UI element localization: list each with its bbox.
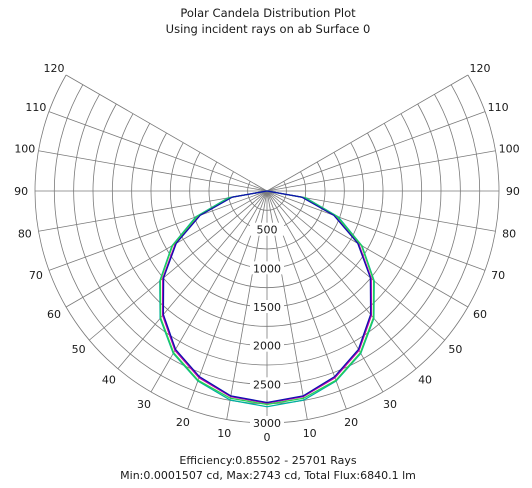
angle-tick-label: 70 [29, 269, 43, 282]
radial-tick-label: 1000 [253, 262, 281, 275]
grid-spoke [150, 190, 268, 393]
radial-tick-bg [250, 222, 284, 236]
radial-tick-label: 3000 [253, 417, 281, 430]
angle-tick-label: 70 [491, 269, 505, 282]
grid-spoke [266, 150, 496, 192]
grid-spoke [48, 190, 268, 271]
radial-tick-bg [250, 300, 284, 313]
angle-tick-label: 90 [506, 185, 520, 198]
grid-spoke [266, 190, 486, 271]
radial-tick-bg [250, 416, 284, 429]
grid-spoke [266, 190, 417, 369]
grid-spoke [266, 111, 486, 192]
radial-tick-bg [250, 377, 284, 391]
radial-tick-bg [250, 338, 284, 352]
angle-tick-label: 0 [264, 431, 271, 444]
radial-tick-label: 500 [257, 224, 278, 237]
angle-tick-label: 80 [502, 228, 516, 241]
radial-tick-label: 2000 [253, 340, 281, 353]
angle-tick-label: 100 [14, 142, 35, 155]
angle-tick-label: 20 [344, 416, 358, 429]
grid-spoke [38, 150, 268, 192]
grid-spoke [65, 190, 268, 308]
angle-tick-label: 120 [469, 62, 490, 75]
angle-tick-label: 60 [473, 308, 487, 321]
angle-tick-label: 10 [303, 427, 317, 440]
angle-tick-label: 120 [44, 62, 65, 75]
radial-tick-bg [250, 261, 284, 275]
candela-curve [162, 190, 372, 404]
angle-tick-label: 50 [448, 343, 462, 356]
grid-spoke [266, 190, 445, 341]
angle-tick-label: 90 [14, 185, 28, 198]
grid-spoke [266, 74, 469, 192]
grid-spoke [65, 74, 268, 192]
grid-spoke [266, 190, 384, 393]
angle-tick-label: 30 [137, 398, 151, 411]
chart-title: Polar Candela Distribution Plot [180, 6, 356, 20]
angle-tick-label: 30 [383, 398, 397, 411]
candela-curve [159, 190, 375, 406]
angle-tick-label: 100 [499, 142, 520, 155]
chart-subtitle: Using incident rays on ab Surface 0 [166, 22, 371, 36]
angle-tick-label: 50 [72, 343, 86, 356]
angle-tick-label: 40 [418, 373, 432, 386]
angle-tick-label: 40 [102, 373, 116, 386]
angle-tick-label: 60 [47, 308, 61, 321]
radial-tick-label: 2500 [253, 378, 281, 391]
grid-spoke [48, 111, 268, 192]
grid-spoke [117, 190, 268, 369]
angle-tick-label: 110 [25, 101, 46, 114]
polar-grid [34, 74, 500, 424]
efficiency-text: Efficiency:0.85502 - 25701 Rays [179, 454, 356, 467]
angle-tick-label: 110 [488, 101, 509, 114]
grid-spoke [266, 190, 469, 308]
radial-tick-label: 1500 [253, 301, 281, 314]
angle-tick-label: 10 [217, 427, 231, 440]
angle-tick-label: 20 [176, 416, 190, 429]
candela-curves [159, 190, 375, 408]
flux-summary-text: Min:0.0001507 cd, Max:2743 cd, Total Flu… [120, 469, 416, 482]
grid-spoke [89, 190, 268, 341]
angle-tick-label: 80 [18, 228, 32, 241]
